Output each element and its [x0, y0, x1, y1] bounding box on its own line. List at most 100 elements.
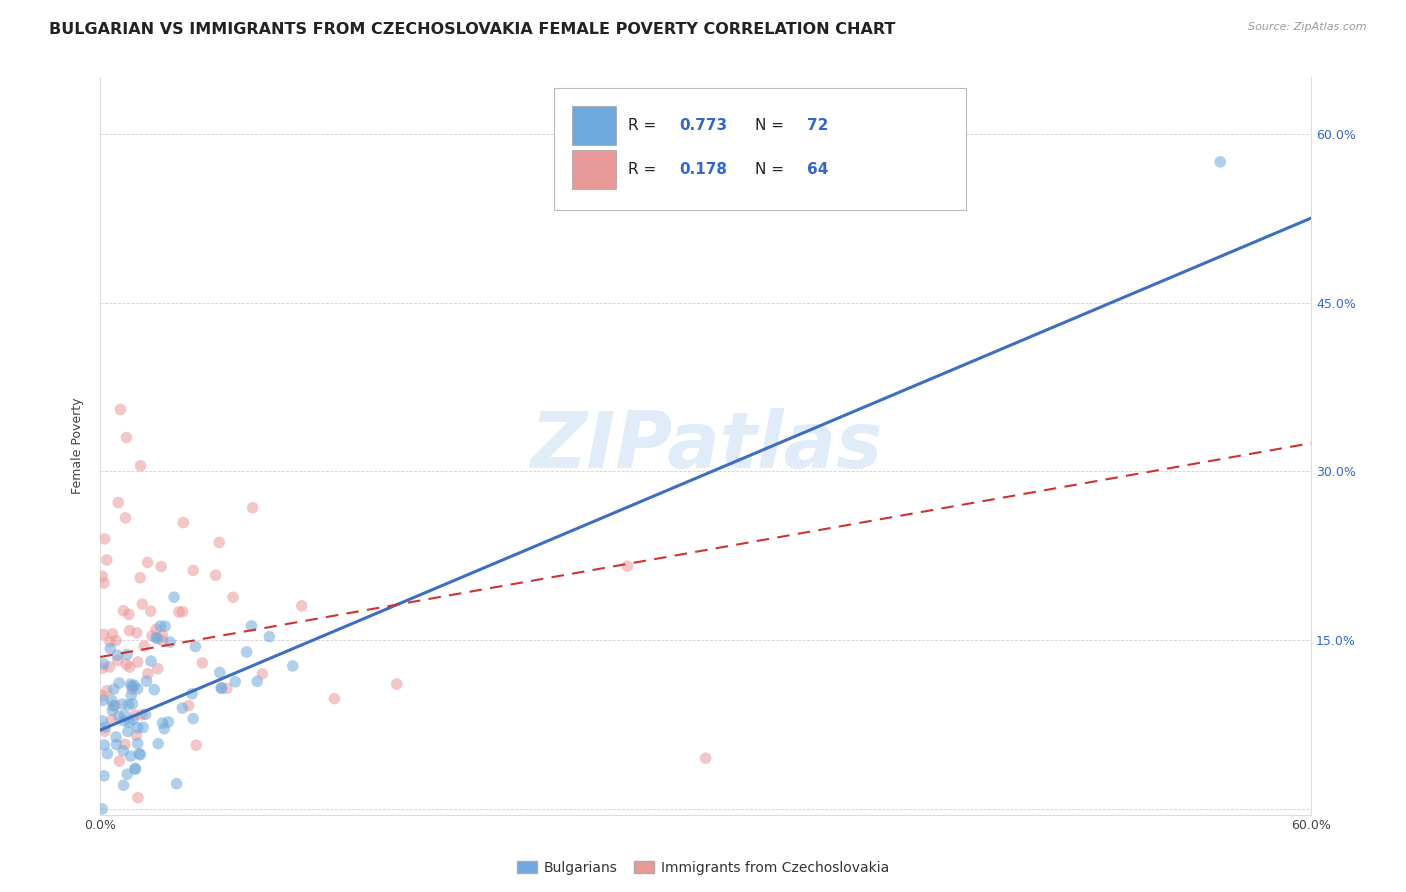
Point	[152, 716, 174, 731]
Point	[122, 678, 145, 692]
Point	[131, 707, 153, 722]
Point	[108, 676, 131, 690]
Text: 0.773: 0.773	[679, 118, 727, 133]
Point	[127, 790, 149, 805]
Point	[107, 654, 129, 668]
Point	[129, 458, 152, 473]
Point	[96, 747, 118, 761]
Point	[208, 665, 231, 680]
Point	[259, 630, 281, 644]
Point	[146, 737, 169, 751]
Point	[172, 701, 194, 715]
Point	[172, 516, 194, 530]
Point	[93, 627, 115, 641]
Text: 72: 72	[807, 118, 828, 133]
Point	[127, 681, 149, 696]
Y-axis label: Female Poverty: Female Poverty	[72, 398, 84, 494]
Point	[112, 778, 135, 792]
Text: ZIPatlas: ZIPatlas	[530, 408, 882, 484]
Point	[124, 708, 146, 723]
Point	[112, 744, 135, 758]
Point	[129, 747, 152, 762]
Point	[136, 666, 159, 681]
Point	[105, 738, 128, 752]
Point	[117, 724, 139, 739]
Point	[100, 713, 122, 727]
Point	[129, 571, 152, 585]
Point	[252, 666, 274, 681]
Point	[177, 698, 200, 713]
Point	[104, 698, 127, 713]
Text: R =: R =	[628, 162, 661, 178]
Point	[1209, 154, 1232, 169]
Point	[91, 802, 114, 816]
Point	[94, 724, 117, 739]
Point	[149, 619, 172, 633]
Point	[127, 721, 149, 735]
Point	[108, 709, 131, 723]
Point	[124, 762, 146, 776]
Point	[91, 689, 114, 703]
Point	[91, 714, 114, 728]
Point	[115, 648, 138, 662]
Point	[146, 662, 169, 676]
Point	[93, 769, 115, 783]
Point	[104, 730, 127, 744]
Point	[150, 559, 173, 574]
Point	[103, 698, 125, 713]
Point	[91, 693, 114, 707]
Text: 64: 64	[807, 162, 828, 178]
Point	[121, 697, 143, 711]
Point	[240, 619, 263, 633]
Point	[120, 688, 142, 702]
Point	[166, 777, 188, 791]
Point	[108, 754, 131, 768]
Point	[122, 713, 145, 727]
Point	[101, 693, 124, 707]
Text: BULGARIAN VS IMMIGRANTS FROM CZECHOSLOVAKIA FEMALE POVERTY CORRELATION CHART: BULGARIAN VS IMMIGRANTS FROM CZECHOSLOVA…	[49, 22, 896, 37]
Point	[115, 657, 138, 672]
Point	[112, 604, 135, 618]
Point	[235, 645, 257, 659]
Point	[118, 715, 141, 730]
Text: N =: N =	[755, 162, 789, 178]
Point	[163, 590, 186, 604]
Point	[208, 535, 231, 549]
Point	[191, 656, 214, 670]
Point	[132, 720, 155, 734]
Point	[117, 767, 139, 781]
Point	[211, 681, 233, 696]
Point	[93, 576, 115, 591]
Point	[145, 623, 167, 637]
Point	[93, 657, 115, 671]
Point	[98, 634, 121, 648]
Point	[152, 633, 174, 648]
Point	[98, 641, 121, 656]
Point	[186, 738, 208, 752]
Point	[112, 714, 135, 728]
Point	[323, 691, 346, 706]
Point	[134, 639, 156, 653]
Point	[181, 712, 204, 726]
Point	[128, 747, 150, 761]
Point	[103, 682, 125, 697]
Point	[139, 604, 162, 618]
Point	[131, 597, 153, 611]
Point	[224, 674, 246, 689]
Point	[157, 714, 180, 729]
Point	[124, 762, 146, 776]
Point	[114, 737, 136, 751]
Point	[101, 626, 124, 640]
Point	[145, 631, 167, 645]
Text: 0.178: 0.178	[679, 162, 727, 178]
Point	[385, 677, 408, 691]
Point	[127, 736, 149, 750]
Point	[134, 707, 156, 722]
Point	[121, 680, 143, 694]
Point	[159, 635, 181, 649]
Point	[111, 697, 134, 711]
Point	[152, 628, 174, 642]
Point	[181, 687, 204, 701]
Point	[96, 683, 118, 698]
Point	[246, 674, 269, 689]
